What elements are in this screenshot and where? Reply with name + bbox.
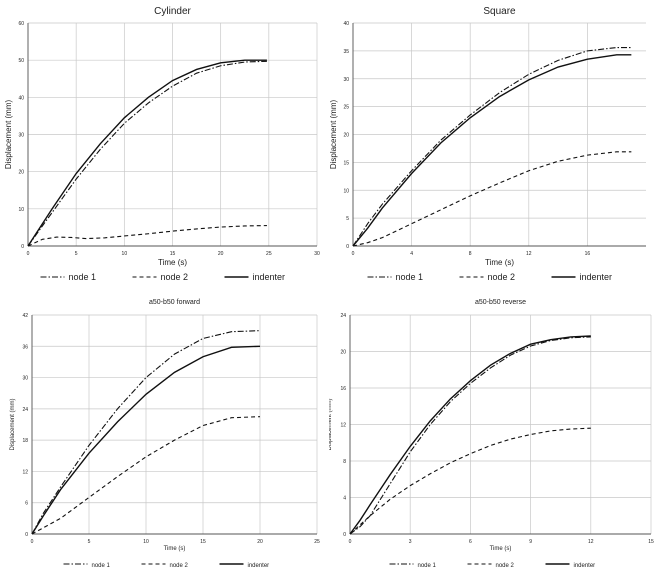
x-tick-label: 12 xyxy=(526,251,532,257)
x-axis-label: Time (s) xyxy=(485,258,514,267)
chart-cylinder: Cylinder 0 5 10 15 20 25 30 0 10 20 30 40 50 60 Time (s… xyxy=(0,0,329,287)
series-line-node-2 xyxy=(352,151,632,247)
y-tick-label: 0 xyxy=(25,532,28,538)
chart-title: a50-b50 forward xyxy=(149,299,200,306)
x-tick-label: 16 xyxy=(585,251,591,257)
y-tick-label: 0 xyxy=(346,244,349,250)
y-tick-label: 40 xyxy=(343,21,349,27)
chart-title: a50-b50 reverse xyxy=(475,299,526,306)
series-line-indenter xyxy=(352,54,632,247)
y-tick-label: 5 xyxy=(346,216,349,222)
legend-label: node 2 xyxy=(488,272,516,282)
x-tick-label: 10 xyxy=(122,251,128,257)
y-tick-label: 12 xyxy=(22,469,28,475)
y-tick-label: 25 xyxy=(343,105,349,111)
x-tick-label: 0 xyxy=(352,251,355,257)
x-tick-label: 15 xyxy=(200,539,206,545)
y-tick-label: 0 xyxy=(21,244,24,250)
x-tick-label: 20 xyxy=(218,251,224,257)
y-tick-label: 35 xyxy=(343,49,349,55)
series-line-node-1 xyxy=(352,46,632,247)
y-tick-label: 8 xyxy=(343,459,346,465)
x-axis-label: Time (s) xyxy=(164,546,186,552)
chart-svg: a50-b50 reverse 0 3 6 9 12 15 0 4 8 12 16 20 24 Time (… xyxy=(327,299,654,569)
series-line-node-1 xyxy=(31,330,261,535)
legend-label: indenter xyxy=(253,272,286,282)
legend-label: node 1 xyxy=(418,563,437,569)
series-line-node-1 xyxy=(27,60,267,247)
x-tick-label: 20 xyxy=(257,539,263,545)
series-line-indenter xyxy=(31,345,261,535)
chart-svg: a50-b50 forward 0 5 10 15 20 25 0 6 12 18 24 30 36 42 T… xyxy=(10,299,320,569)
series-line-node-1 xyxy=(349,336,591,535)
y-tick-label: 42 xyxy=(22,313,28,319)
y-tick-label: 4 xyxy=(343,496,346,502)
y-axis-label: Displacement (mm) xyxy=(329,99,338,169)
legend-label: indenter xyxy=(248,563,270,569)
y-tick-label: 16 xyxy=(340,386,346,392)
y-tick-label: 6 xyxy=(25,501,28,507)
y-tick-label: 15 xyxy=(343,160,349,166)
legend-label: node 2 xyxy=(170,563,189,569)
y-tick-label: 20 xyxy=(343,133,349,139)
x-tick-label: 5 xyxy=(88,539,91,545)
legend-label: node 2 xyxy=(496,563,515,569)
y-tick-label: 30 xyxy=(18,133,24,139)
legend-label: indenter xyxy=(574,563,596,569)
y-tick-label: 30 xyxy=(343,77,349,83)
x-tick-label: 15 xyxy=(170,251,176,257)
legend-label: node 1 xyxy=(69,272,97,282)
x-tick-label: 3 xyxy=(409,539,412,545)
x-tick-label: 12 xyxy=(588,539,594,545)
series-line-node-2 xyxy=(31,416,261,535)
series-line-node-2 xyxy=(27,225,267,247)
legend-label: node 1 xyxy=(396,272,424,282)
series-line-indenter xyxy=(27,59,267,247)
y-tick-label: 50 xyxy=(18,58,24,64)
legend-label: node 1 xyxy=(92,563,111,569)
chart-title: Square xyxy=(483,6,516,17)
series-line-indenter xyxy=(349,335,591,535)
y-tick-label: 12 xyxy=(340,423,346,429)
x-tick-label: 0 xyxy=(27,251,30,257)
y-tick-label: 30 xyxy=(22,376,28,382)
y-tick-label: 24 xyxy=(22,407,28,413)
legend-label: node 2 xyxy=(161,272,189,282)
chart-square: Square 0 4 8 12 16 0 5 10 15 20 25 30 35 40 Time (s) Dis… xyxy=(329,0,658,287)
legend-label: indenter xyxy=(580,272,613,282)
y-tick-label: 60 xyxy=(18,21,24,27)
y-axis-label: Displacement (mm) xyxy=(4,99,13,169)
x-tick-label: 0 xyxy=(31,539,34,545)
y-axis-label: Displacement (mm) xyxy=(10,398,16,450)
y-tick-label: 36 xyxy=(22,344,28,350)
x-tick-label: 6 xyxy=(469,539,472,545)
chart-svg: Square 0 4 8 12 16 0 5 10 15 20 25 30 35 40 Time (s) Dis… xyxy=(329,6,646,282)
x-tick-label: 30 xyxy=(314,251,320,257)
x-tick-label: 4 xyxy=(410,251,413,257)
y-tick-label: 10 xyxy=(343,188,349,194)
x-tick-label: 25 xyxy=(314,539,320,545)
y-axis-label: Displacement (mm) xyxy=(329,398,333,450)
chart-a50-b50-reverse: a50-b50 reverse 0 3 6 9 12 15 0 4 8 12 16 20 24 Time (… xyxy=(327,290,658,573)
series-line-node-2 xyxy=(349,427,591,535)
chart-a50-b50-forward: a50-b50 forward 0 5 10 15 20 25 0 6 12 18 24 30 36 42 T… xyxy=(0,290,329,573)
chart-title: Cylinder xyxy=(154,6,191,17)
x-tick-label: 25 xyxy=(266,251,272,257)
chart-svg: Cylinder 0 5 10 15 20 25 30 0 10 20 30 40 50 60 Time (s… xyxy=(4,6,320,282)
y-tick-label: 18 xyxy=(22,438,28,444)
x-tick-label: 15 xyxy=(648,539,654,545)
y-tick-label: 10 xyxy=(18,207,24,213)
y-tick-label: 0 xyxy=(343,532,346,538)
x-axis-label: Time (s) xyxy=(158,258,187,267)
y-tick-label: 40 xyxy=(18,95,24,101)
x-tick-label: 10 xyxy=(143,539,149,545)
x-tick-label: 0 xyxy=(349,539,352,545)
x-tick-label: 5 xyxy=(75,251,78,257)
y-tick-label: 20 xyxy=(340,350,346,356)
y-tick-label: 24 xyxy=(340,313,346,319)
x-tick-label: 9 xyxy=(529,539,532,545)
y-tick-label: 20 xyxy=(18,170,24,176)
x-tick-label: 8 xyxy=(469,251,472,257)
x-axis-label: Time (s) xyxy=(490,546,512,552)
